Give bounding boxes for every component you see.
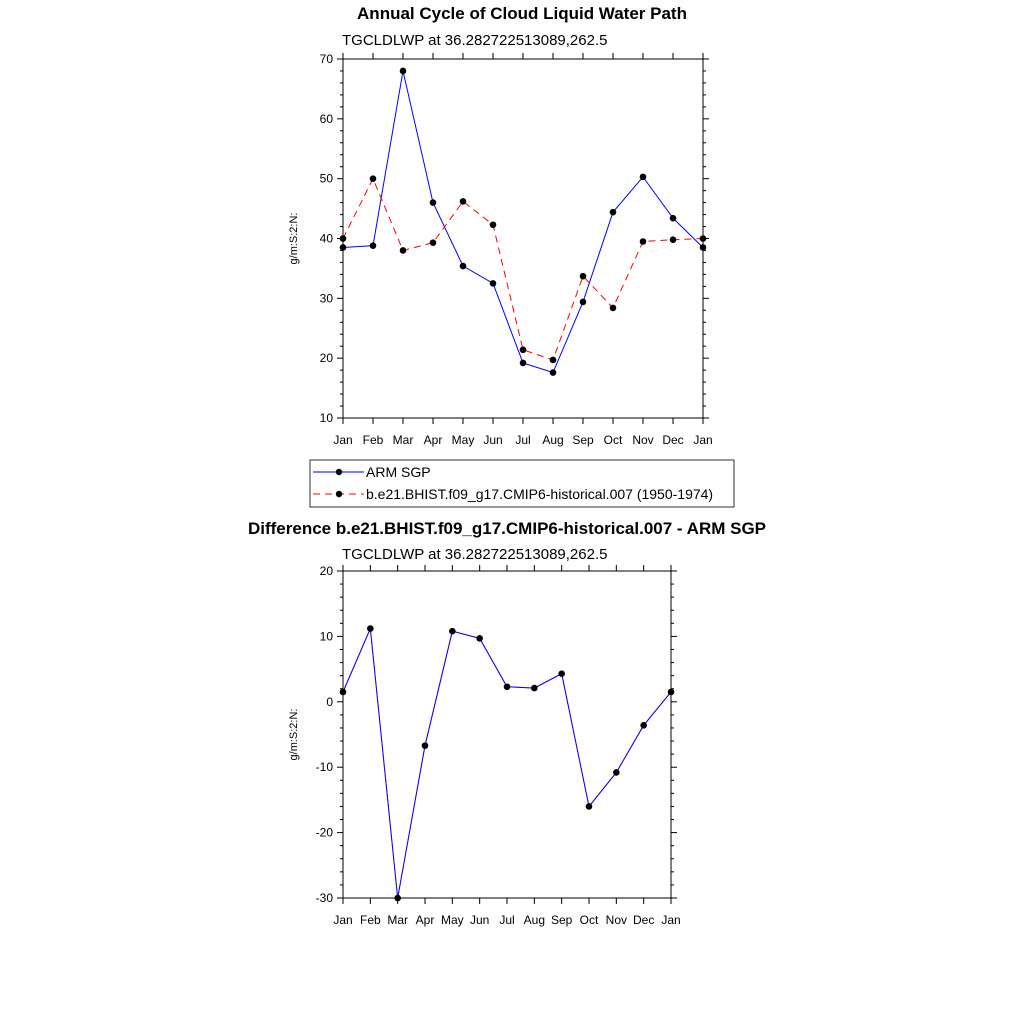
data-point — [699, 235, 707, 242]
data-point — [339, 235, 347, 242]
x-tick-label: Dec — [662, 433, 683, 447]
data-point — [399, 247, 407, 254]
data-point — [429, 199, 437, 206]
data-point — [667, 688, 675, 696]
y-tick-label: 50 — [320, 172, 334, 186]
y-tick-label: 70 — [320, 52, 334, 66]
data-point — [519, 359, 527, 367]
data-point — [369, 175, 377, 182]
data-point — [459, 262, 467, 270]
data-point — [639, 173, 647, 181]
difference-chart-subtitle: TGCLDLWP at 36.282722513089,262.5 — [342, 546, 607, 563]
legend-marker-arm-sgp — [335, 468, 343, 476]
series-line-1 — [342, 70, 704, 374]
x-tick-label: Feb — [363, 433, 384, 447]
y-tick-label: 30 — [320, 291, 334, 305]
x-tick-label: May — [441, 913, 464, 927]
x-tick-label: Sep — [551, 913, 573, 927]
plot-2: -30 -20 -10 0 10 20 Jan Feb Mar Apr May Jun Jul Aug Se… — [288, 564, 681, 927]
x-tick-label: Aug — [524, 913, 545, 927]
x-tick-label: Sep — [572, 433, 594, 447]
data-point — [429, 239, 437, 246]
chart-subtitle: TGCLDLWP at 36.282722513089,262.5 — [342, 32, 607, 49]
x-tick-label: Feb — [360, 913, 381, 927]
difference-chart-title: Difference b.e21.BHIST.f09_g17.CMIP6-his… — [248, 519, 766, 538]
data-point — [549, 356, 557, 364]
x-tick-label: Jun — [470, 913, 489, 927]
y-tick-label: 0 — [326, 695, 333, 709]
x-tick-label: Jan — [661, 913, 680, 927]
legend-label-arm-sgp: ARM SGP — [366, 464, 431, 480]
series-line-2 — [342, 177, 704, 361]
y-tick-label: 10 — [320, 411, 334, 425]
x-tick-label: Jan — [333, 913, 352, 927]
data-point — [609, 304, 617, 312]
y-axis-label: g/m:S:2:N: — [288, 709, 300, 761]
y-tick-label: -30 — [316, 891, 334, 905]
data-point — [531, 684, 538, 692]
data-point — [669, 214, 677, 222]
y-tick-label: -20 — [316, 826, 334, 840]
x-tick-label: Jul — [499, 913, 514, 927]
y-tick-label: 20 — [320, 351, 334, 365]
x-tick-label: Oct — [604, 433, 623, 447]
x-tick-label: Dec — [633, 913, 654, 927]
legend-marker-model — [335, 490, 343, 498]
x-tick-label: Mar — [387, 913, 408, 927]
data-point — [579, 272, 587, 280]
data-point — [489, 221, 497, 229]
data-point — [476, 635, 483, 642]
x-tick-label: Apr — [424, 433, 443, 447]
data-point — [399, 67, 407, 75]
series-line-1 — [342, 626, 672, 899]
x-tick-label: Nov — [632, 433, 653, 447]
data-point — [579, 298, 587, 306]
y-tick-label: 20 — [320, 564, 334, 578]
data-point — [549, 369, 557, 376]
chart-title: Annual Cycle of Cloud Liquid Water Path — [357, 4, 687, 23]
data-point — [449, 627, 456, 635]
y-tick-label: 60 — [320, 112, 334, 126]
y-tick-label: 10 — [320, 629, 334, 643]
y-tick-label: -10 — [316, 760, 334, 774]
x-tick-label: Jun — [483, 433, 502, 447]
y-tick-label: 40 — [320, 232, 334, 246]
x-tick-label: May — [452, 433, 475, 447]
x-tick-label: Oct — [580, 913, 599, 927]
chart-legend: ARM SGP b.e21.BHIST.f09_g17.CMIP6-histor… — [309, 459, 735, 508]
x-tick-label: Jan — [693, 433, 712, 447]
data-point — [519, 346, 527, 354]
data-point — [558, 670, 565, 677]
data-point — [367, 625, 374, 632]
x-tick-label: Aug — [542, 433, 563, 447]
data-point — [421, 742, 429, 749]
x-tick-label: Mar — [393, 433, 414, 447]
x-tick-label: Jan — [333, 433, 352, 447]
data-point — [609, 208, 617, 216]
data-point — [613, 769, 620, 776]
legend-label-model: b.e21.BHIST.f09_g17.CMIP6-historical.007… — [366, 486, 713, 502]
x-tick-label: Nov — [606, 913, 627, 927]
data-point — [394, 894, 401, 902]
data-point — [489, 280, 497, 287]
data-point — [639, 238, 647, 245]
plot-1: 10 20 30 40 50 60 70 Jan Feb Mar Apr May Jun Jul Aug Se… — [288, 52, 713, 447]
x-tick-label: Jul — [515, 433, 530, 447]
data-point — [459, 198, 467, 205]
data-point — [699, 244, 707, 251]
data-point — [503, 683, 511, 691]
data-point — [369, 242, 377, 249]
data-point — [640, 722, 647, 729]
legend-frame — [309, 459, 735, 508]
data-point — [339, 688, 347, 696]
data-point — [669, 236, 677, 243]
data-point — [339, 244, 347, 251]
data-point — [585, 803, 593, 810]
x-tick-label: Apr — [416, 913, 435, 927]
y-axis-label: g/m:S:2:N: — [288, 213, 300, 265]
